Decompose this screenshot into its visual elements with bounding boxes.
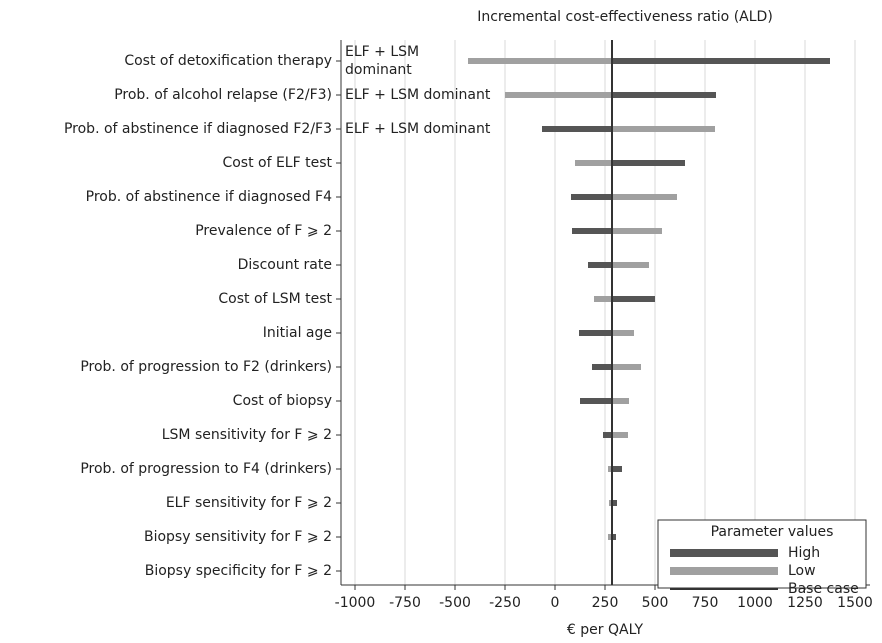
annotation: ELF + LSM dominant	[345, 121, 491, 137]
bar	[603, 432, 612, 438]
bar	[580, 398, 612, 404]
bar	[592, 364, 612, 370]
bar	[612, 58, 830, 64]
bar	[579, 330, 612, 336]
bar	[612, 194, 677, 200]
bar	[542, 126, 612, 132]
bar	[612, 160, 685, 166]
x-tick-label: 1500	[837, 595, 873, 611]
legend-swatch	[670, 567, 778, 575]
bar	[505, 92, 612, 98]
x-tick-label: 500	[642, 595, 669, 611]
y-tick-label: Discount rate	[238, 257, 332, 273]
y-tick-label: Prevalence of F ⩾ 2	[195, 223, 332, 239]
x-tick-label: 250	[592, 595, 619, 611]
bar	[612, 398, 629, 404]
bar	[575, 160, 612, 166]
bar	[608, 466, 612, 472]
bar	[612, 364, 641, 370]
x-axis-label: € per QALY	[567, 622, 644, 638]
bar	[612, 228, 662, 234]
y-tick-label: Cost of LSM test	[218, 291, 332, 307]
bar	[612, 262, 649, 268]
bar	[612, 126, 715, 132]
y-tick-label: Prob. of progression to F2 (drinkers)	[80, 359, 332, 375]
y-tick-label: Cost of detoxification therapy	[124, 53, 332, 69]
bar	[612, 330, 634, 336]
bar	[612, 500, 617, 506]
legend-swatch	[670, 549, 778, 557]
x-tick-label: -1000	[335, 595, 376, 611]
legend-label: Base case	[788, 581, 859, 597]
y-tick-label: ELF sensitivity for F ⩾ 2	[166, 495, 332, 511]
x-tick-label: 1000	[737, 595, 773, 611]
bar	[594, 296, 612, 302]
bar	[612, 92, 716, 98]
y-tick-label: LSM sensitivity for F ⩾ 2	[162, 427, 332, 443]
bar	[612, 296, 655, 302]
y-tick-label: Prob. of alcohol relapse (F2/F3)	[114, 87, 332, 103]
bar	[609, 500, 612, 506]
bar	[608, 534, 612, 540]
x-tick-label: -750	[389, 595, 421, 611]
x-tick-label: 0	[551, 595, 560, 611]
y-tick-label: Biopsy sensitivity for F ⩾ 2	[144, 529, 332, 545]
legend-label: Low	[788, 563, 816, 579]
x-tick-label: -500	[439, 595, 471, 611]
y-tick-label: Cost of biopsy	[233, 393, 332, 409]
chart-title: Incremental cost-effectiveness ratio (AL…	[477, 9, 773, 25]
x-tick-label: -250	[489, 595, 521, 611]
bar	[588, 262, 612, 268]
y-tick-label: Prob. of progression to F4 (drinkers)	[80, 461, 332, 477]
bar	[571, 194, 612, 200]
bar	[612, 432, 628, 438]
y-tick-label: Prob. of abstinence if diagnosed F2/F3	[64, 121, 332, 137]
y-tick-label: Initial age	[263, 325, 332, 341]
annotation: dominant	[345, 62, 412, 78]
bar	[612, 466, 622, 472]
x-tick-label: 750	[692, 595, 719, 611]
y-tick-label: Prob. of abstinence if diagnosed F4	[86, 189, 332, 205]
legend-title: Parameter values	[711, 524, 834, 540]
annotation: ELF + LSM	[345, 44, 419, 60]
y-tick-label: Cost of ELF test	[222, 155, 332, 171]
bar	[468, 58, 612, 64]
legend-label: High	[788, 545, 820, 561]
x-tick-label: 1250	[787, 595, 823, 611]
y-tick-label: Biopsy specificity for F ⩾ 2	[145, 563, 332, 579]
annotation: ELF + LSM dominant	[345, 87, 491, 103]
bar	[612, 534, 616, 540]
bar	[572, 228, 612, 234]
